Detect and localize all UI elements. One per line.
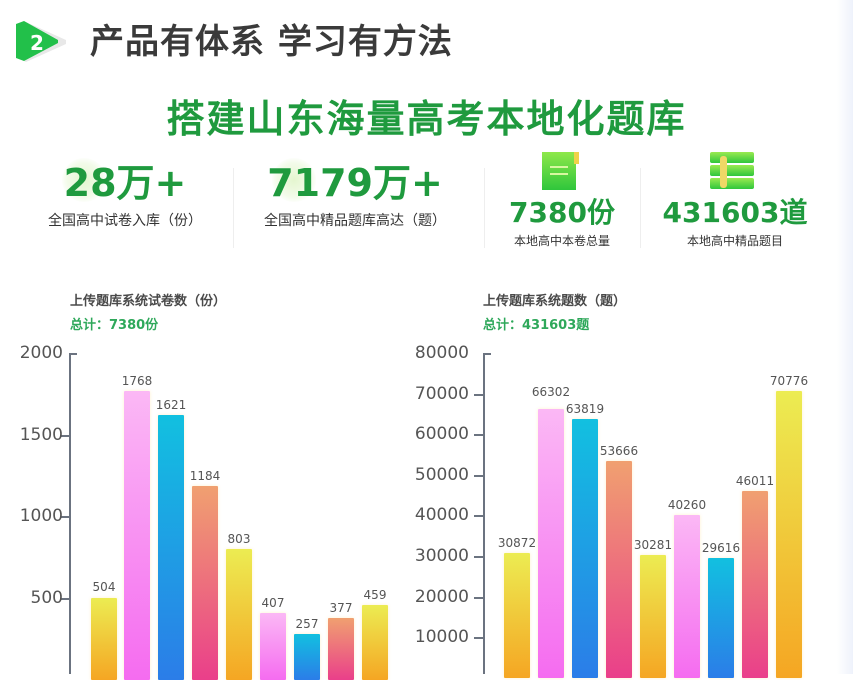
y-tick-label: 70000 bbox=[414, 384, 469, 404]
bar bbox=[640, 555, 666, 678]
y-tick bbox=[474, 637, 483, 639]
bar-value-label: 1768 bbox=[121, 374, 153, 388]
y-tick bbox=[474, 434, 483, 436]
stat-label: 全国高中试卷入库（份） bbox=[48, 213, 202, 229]
y-tick-label: 1500 bbox=[19, 425, 63, 445]
svg-text:2: 2 bbox=[30, 31, 44, 55]
bar bbox=[674, 515, 700, 678]
divider bbox=[640, 168, 641, 248]
stat-value: 7179万+ bbox=[267, 161, 443, 205]
stat-value: 28万+ bbox=[63, 161, 187, 205]
stat-local-questions: 431603道 本地高中精品题目 bbox=[650, 196, 820, 249]
y-tick-label: 50000 bbox=[414, 465, 469, 485]
bar bbox=[708, 558, 734, 678]
bar bbox=[572, 419, 598, 678]
divider bbox=[484, 168, 485, 248]
section-number-badge: 2 bbox=[14, 20, 66, 62]
bar-value-label: 40260 bbox=[667, 498, 707, 512]
bar-value-label: 63819 bbox=[565, 402, 605, 416]
bar bbox=[260, 613, 286, 680]
bar-value-label: 30872 bbox=[497, 536, 537, 550]
y-tick bbox=[474, 394, 483, 396]
book-stack-icon bbox=[706, 150, 758, 196]
bar bbox=[192, 486, 218, 680]
bar-value-label: 53666 bbox=[599, 444, 639, 458]
bar-value-label: 1621 bbox=[155, 398, 187, 412]
stat-value: 7380份 bbox=[509, 196, 615, 229]
divider bbox=[233, 168, 234, 248]
y-tick-label: 10000 bbox=[414, 627, 469, 647]
bar bbox=[776, 391, 802, 678]
chart-total: 总计：7380份 bbox=[70, 318, 159, 333]
stat-label: 本地高中精品题目 bbox=[686, 234, 783, 248]
y-tick bbox=[474, 597, 483, 599]
stat-label: 本地高中本卷总量 bbox=[513, 234, 610, 248]
stat-value: 431603道 bbox=[662, 196, 808, 229]
y-tick-label: 80000 bbox=[414, 343, 469, 363]
bar bbox=[91, 598, 117, 680]
y-tick bbox=[60, 598, 69, 600]
chart-title: 上传题库系统题数（题） bbox=[483, 294, 627, 309]
y-axis bbox=[69, 353, 71, 674]
bar-value-label: 66302 bbox=[531, 385, 571, 399]
y-axis bbox=[483, 353, 485, 674]
bar-value-label: 803 bbox=[227, 532, 251, 546]
stat-national-questions: 7179万+ 全国高中精品题库高达（题） bbox=[240, 158, 470, 230]
bar bbox=[504, 553, 530, 678]
y-tick-label: 500 bbox=[30, 588, 63, 608]
y-tick bbox=[474, 475, 483, 477]
y-tick-label: 2000 bbox=[19, 343, 63, 363]
y-tick-label: 40000 bbox=[414, 505, 469, 525]
y-tick bbox=[60, 435, 69, 437]
y-tick bbox=[474, 556, 483, 558]
bar bbox=[124, 391, 150, 680]
bar-value-label: 407 bbox=[261, 596, 285, 610]
bar bbox=[742, 491, 768, 678]
y-tick bbox=[474, 515, 483, 517]
y-tick-label: 20000 bbox=[414, 587, 469, 607]
bar bbox=[226, 549, 252, 680]
bar-value-label: 504 bbox=[92, 580, 116, 594]
bar bbox=[538, 409, 564, 678]
bar bbox=[362, 605, 388, 680]
bar-value-label: 30281 bbox=[633, 538, 673, 552]
document-icon bbox=[540, 150, 582, 196]
chart-total: 总计：431603题 bbox=[483, 318, 590, 333]
bar bbox=[606, 461, 632, 678]
stat-local-papers: 7380份 本地高中本卷总量 bbox=[492, 196, 632, 249]
right-edge-strip bbox=[837, 0, 853, 674]
main-title: 搭建山东海量高考本地化题库 bbox=[166, 97, 687, 141]
y-tick bbox=[60, 516, 69, 518]
bar-value-label: 1184 bbox=[189, 469, 221, 483]
chart-title: 上传题库系统试卷数（份） bbox=[70, 294, 227, 309]
bar-value-label: 29616 bbox=[701, 541, 741, 555]
bar-value-label: 46011 bbox=[735, 474, 775, 488]
stat-label: 全国高中精品题库高达（题） bbox=[264, 213, 446, 229]
y-axis-cap bbox=[483, 353, 491, 355]
y-tick-label: 30000 bbox=[414, 546, 469, 566]
bar-value-label: 70776 bbox=[769, 374, 809, 388]
bar bbox=[294, 634, 320, 680]
play-arrow-icon: 2 bbox=[16, 21, 66, 62]
bar bbox=[158, 415, 184, 680]
y-tick-label: 60000 bbox=[414, 424, 469, 444]
bar-value-label: 377 bbox=[329, 601, 353, 615]
bar-value-label: 459 bbox=[363, 588, 387, 602]
y-tick-label: 1000 bbox=[19, 506, 63, 526]
bar bbox=[328, 618, 354, 680]
bar-value-label: 257 bbox=[295, 617, 319, 631]
stat-national-papers: 28万+ 全国高中试卷入库（份） bbox=[20, 158, 230, 230]
y-axis-cap bbox=[69, 353, 77, 355]
section-title: 产品有体系 学习有方法 bbox=[90, 22, 453, 62]
